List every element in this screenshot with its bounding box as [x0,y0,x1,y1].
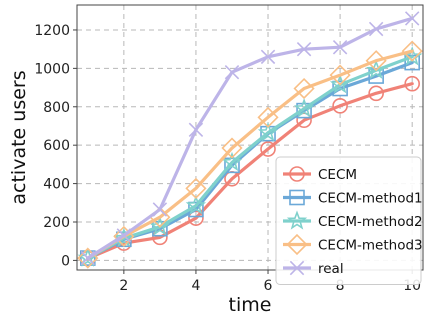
legend-marker [289,166,305,182]
data-point-cecm-method2 [149,216,171,236]
data-point-cecm [332,98,348,114]
legend-label: CECM-method3 [318,238,423,254]
legend-box [275,156,422,285]
data-point-cecm-method2 [329,74,351,94]
data-point-real [260,49,276,65]
data-point-cecm-method3 [113,225,135,247]
data-point-real [296,41,312,57]
y-tick-label: 200 [43,215,70,231]
data-point-real [152,202,168,217]
data-point-cecm-method3 [401,40,423,62]
y-tick-label: 1200 [34,23,70,39]
data-point-cecm-method1 [296,102,312,119]
data-point-cecm-method2 [366,59,387,79]
data-point-cecm-method3 [185,177,207,199]
data-point-cecm [296,112,312,129]
y-tick-label: 0 [61,253,70,269]
data-point-real [224,64,240,80]
legend-marker [286,210,308,230]
data-point-real [368,21,384,37]
data-point-cecm-method2 [257,121,279,142]
data-point-cecm-method3 [257,106,279,128]
y-tick-label: 800 [43,100,70,116]
y-tick-label: 1000 [34,61,70,77]
data-point-real [116,228,132,243]
legend-marker [289,260,305,276]
data-point-cecm-method3 [329,64,351,86]
series-line-cecm-method3 [86,49,414,260]
data-point-real [188,122,204,138]
x-tick-label: 6 [264,278,273,294]
legend-item-cecm-method1: CECM-method1 [283,189,423,207]
data-point-cecm-method2 [113,227,134,247]
series-real [80,11,420,266]
data-point-real [404,11,420,26]
legend-item-cecm: CECM [283,166,357,183]
series-line-real [86,16,414,260]
legend-label: CECM-method2 [318,214,423,230]
data-point-real [80,250,96,266]
legend-label: CECM-method1 [318,191,423,207]
data-point-cecm-method3 [221,137,243,159]
legend-item-cecm-method2: CECM-method2 [283,210,423,230]
data-point-cecm [404,75,420,92]
data-point-cecm-method2 [185,195,207,215]
data-point-cecm-method2 [221,151,243,172]
legend-item-cecm-method3: CECM-method3 [283,233,423,256]
legend-marker [286,233,308,256]
legend-marker [289,189,305,206]
y-tick-label: 400 [43,177,70,193]
y-tick-label: 600 [43,138,70,154]
data-point-cecm [368,85,384,102]
x-tick-label: 8 [336,278,345,294]
data-point-cecm-method3 [365,50,387,72]
legend: CECM CECM-method1 CECM-method2 CECM-method3… [275,156,423,285]
legend-label: CECM [318,167,357,183]
x-axis-title: time [229,294,272,316]
data-point-cecm [260,141,276,157]
plot-frame [76,4,424,271]
data-point-cecm-method2 [293,97,315,118]
legend-label: real [318,261,344,277]
x-tick-label: 2 [119,278,128,294]
series-cecm-method2 [77,46,423,267]
x-tick-label: 4 [191,278,200,294]
legend-item-real: real [283,260,344,277]
data-point-real [332,40,348,55]
series-line-cecm [86,82,414,261]
data-point-cecm-method3 [293,77,315,100]
series-lines [77,11,423,269]
y-axis-title: activate users [8,70,30,204]
series-line-cecm-method2 [86,55,414,260]
